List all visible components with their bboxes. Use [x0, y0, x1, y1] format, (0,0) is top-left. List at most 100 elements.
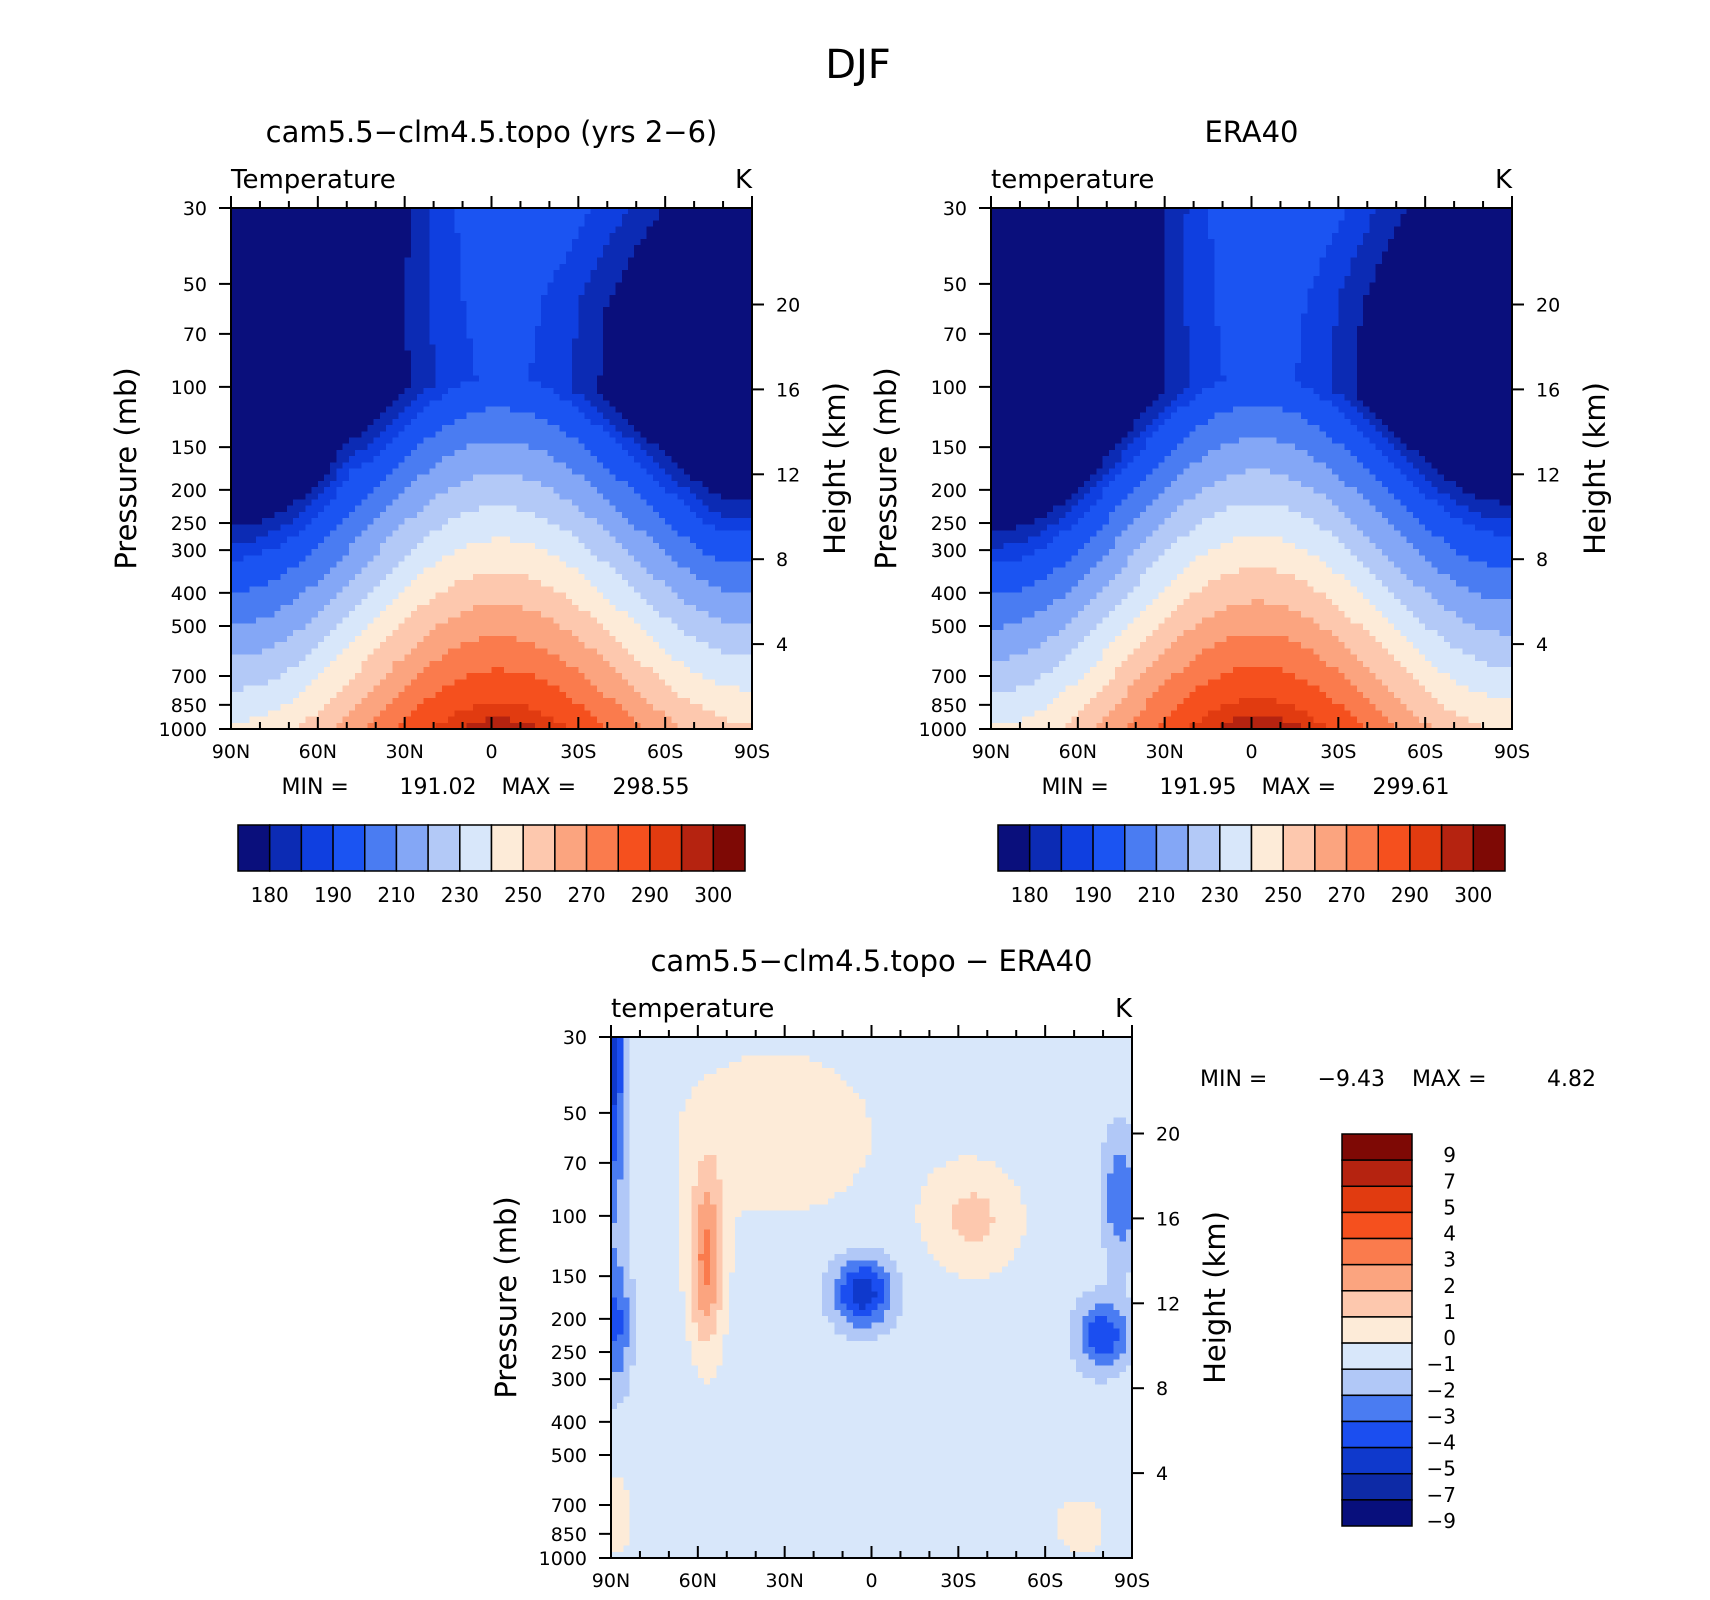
field-cell	[342, 220, 350, 228]
field-cell	[454, 270, 462, 277]
field-cell	[243, 332, 251, 339]
field-cell	[398, 270, 406, 277]
field-cell	[355, 313, 362, 321]
field-cell	[299, 282, 307, 290]
field-cell	[299, 239, 307, 246]
field-cell	[491, 301, 499, 308]
field-cell	[627, 443, 635, 451]
field-cell	[497, 549, 505, 556]
field-cell	[553, 499, 561, 507]
field-cell	[491, 412, 499, 420]
field-cell	[404, 530, 412, 538]
field-cell	[497, 226, 505, 234]
field-cell	[324, 288, 331, 296]
field-cell	[305, 350, 313, 358]
field-cell	[361, 282, 369, 290]
field-cell	[615, 400, 623, 408]
field-cell	[510, 449, 517, 457]
field-cell	[342, 313, 350, 321]
field-cell	[330, 344, 338, 352]
field-cell	[652, 356, 660, 364]
field-cell	[336, 542, 344, 550]
field-cell	[435, 239, 443, 246]
field-cell	[274, 418, 282, 426]
field-cell	[609, 307, 617, 315]
field-cell	[522, 536, 530, 544]
field-cell	[262, 499, 269, 507]
field-cell	[386, 511, 393, 519]
field-cell	[441, 332, 449, 339]
field-cell	[417, 449, 424, 457]
field-cell	[466, 567, 474, 575]
field-cell	[491, 270, 499, 277]
field-cell	[547, 301, 555, 308]
field-cell	[454, 208, 462, 215]
field-cell	[652, 394, 660, 401]
field-cell	[361, 319, 369, 327]
field-cell	[255, 462, 263, 470]
field-cell	[454, 530, 462, 538]
field-cell	[392, 524, 400, 532]
field-cell	[460, 505, 468, 513]
field-cell	[355, 387, 362, 395]
field-cell	[584, 325, 592, 333]
field-cell	[373, 505, 381, 513]
field-cell	[410, 499, 418, 507]
field-cell	[720, 425, 728, 432]
field-cell	[336, 375, 344, 383]
field-cell	[603, 208, 610, 215]
field-cell	[330, 313, 338, 321]
field-cell	[249, 549, 257, 556]
field-cell	[373, 536, 381, 544]
field-cell	[249, 350, 257, 358]
field-cell	[572, 549, 579, 556]
field-cell	[683, 294, 691, 302]
field-cell	[745, 288, 752, 296]
field-cell	[466, 387, 474, 395]
field-cell	[547, 239, 555, 246]
field-cell	[311, 332, 319, 339]
field-cell	[361, 487, 369, 494]
field-cell	[603, 555, 610, 563]
field-cell	[367, 270, 375, 277]
field-cell	[454, 220, 462, 228]
field-cell	[479, 518, 486, 525]
field-cell	[286, 505, 294, 513]
field-cell	[739, 505, 747, 513]
field-cell	[373, 480, 381, 488]
field-cell	[696, 344, 703, 352]
field-cell	[404, 282, 412, 290]
field-cell	[683, 307, 691, 315]
field-cell	[398, 530, 406, 538]
field-cell	[634, 561, 641, 569]
field-cell	[485, 443, 493, 451]
field-cell	[534, 369, 542, 377]
field-cell	[280, 307, 288, 315]
field-cell	[596, 530, 604, 538]
field-cell	[689, 505, 697, 513]
field-cell	[485, 270, 493, 277]
field-cell	[491, 499, 499, 507]
field-cell	[299, 288, 307, 296]
field-cell	[547, 567, 555, 575]
field-cell	[584, 412, 592, 420]
field-cell	[720, 344, 728, 352]
field-cell	[280, 518, 288, 525]
field-cell	[596, 319, 604, 327]
field-cell	[392, 232, 400, 240]
field-cell	[553, 294, 561, 302]
field-cell	[503, 294, 511, 302]
field-cell	[578, 363, 586, 370]
field-cell	[491, 536, 499, 544]
field-cell	[547, 245, 555, 253]
field-cell	[448, 406, 455, 414]
field-cell	[348, 518, 356, 525]
field-cell	[683, 387, 691, 395]
field-cell	[609, 245, 617, 253]
field-cell	[342, 270, 350, 277]
field-cell	[367, 493, 375, 501]
field-cell	[367, 363, 375, 370]
field-cell	[491, 567, 499, 575]
field-cell	[671, 549, 679, 556]
field-cell	[243, 282, 251, 290]
